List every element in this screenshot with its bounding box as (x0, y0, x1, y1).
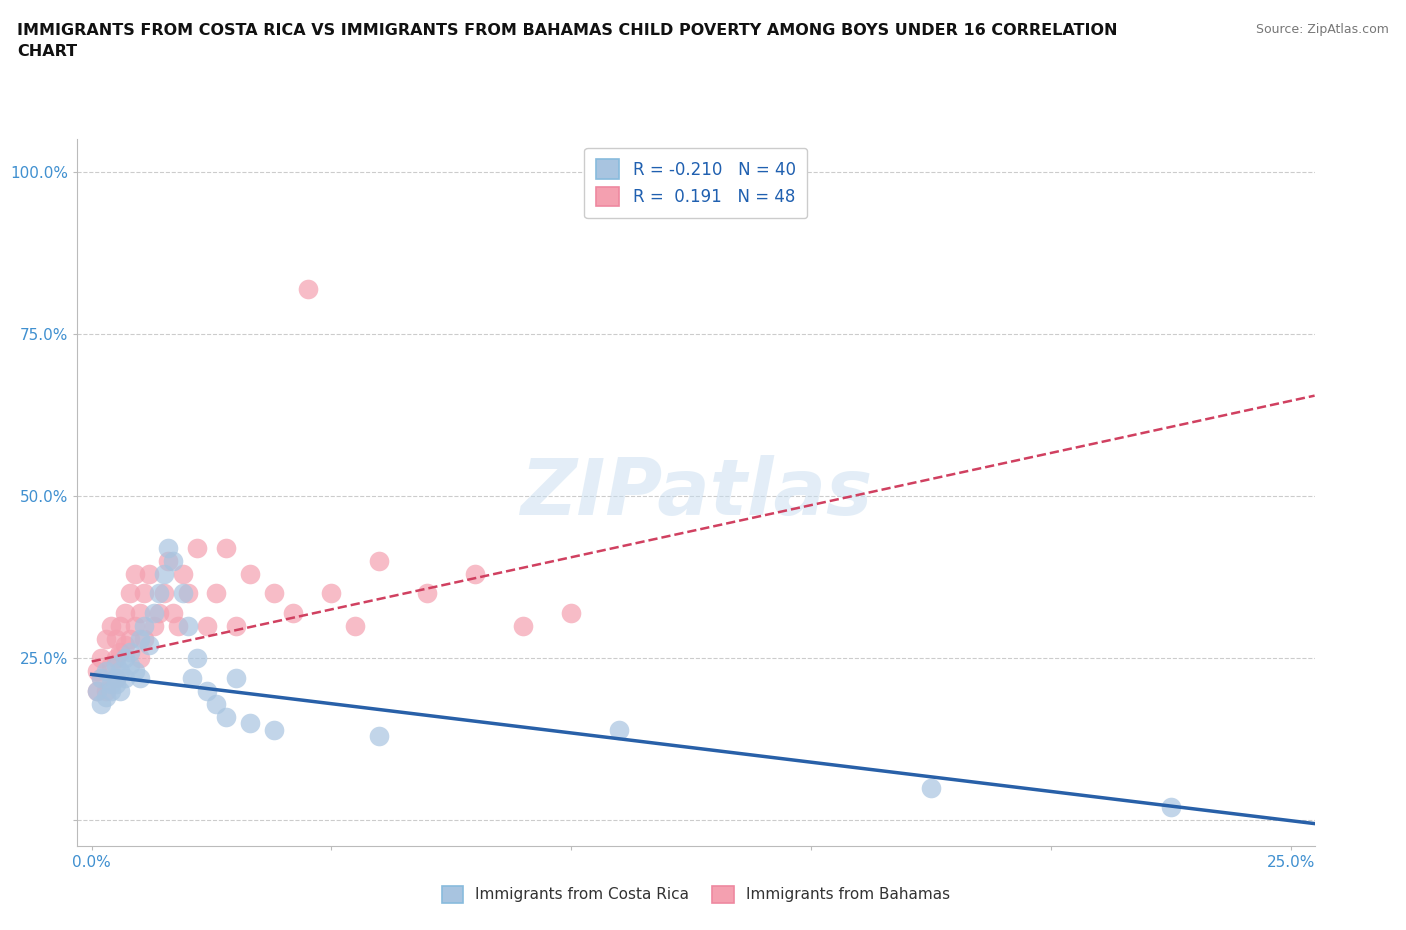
Point (94, 664, 117, 679)
Point (148, 586, 170, 601)
Point (344, 618, 367, 633)
Point (114, 651, 136, 666)
Point (176, 586, 198, 601)
Point (281, 605, 304, 620)
Point (162, 553, 184, 568)
Point (86, 684, 108, 698)
Point (94, 631, 117, 646)
Point (157, 553, 180, 568)
Point (239, 716, 262, 731)
Point (162, 605, 184, 620)
Legend: Immigrants from Costa Rica, Immigrants from Bahamas: Immigrants from Costa Rica, Immigrants f… (436, 880, 956, 910)
Point (195, 684, 218, 698)
Point (128, 671, 150, 685)
Point (110, 618, 132, 633)
Point (114, 638, 136, 653)
Point (148, 605, 170, 620)
Point (104, 677, 127, 692)
Point (152, 586, 174, 601)
Point (110, 664, 132, 679)
Point (215, 710, 238, 724)
Point (239, 566, 262, 581)
Point (321, 586, 343, 601)
Point (607, 722, 630, 737)
Point (143, 618, 166, 633)
Point (100, 658, 122, 672)
Point (920, 780, 942, 795)
Point (297, 281, 319, 296)
Point (172, 586, 194, 601)
Point (90, 671, 112, 685)
Point (104, 658, 127, 672)
Point (90, 651, 112, 666)
Point (464, 566, 486, 581)
Point (225, 618, 247, 633)
Point (128, 631, 150, 646)
Point (120, 631, 142, 646)
Point (512, 618, 534, 633)
Point (225, 671, 247, 685)
Point (100, 677, 122, 692)
Point (215, 540, 238, 555)
Point (263, 586, 285, 601)
Point (86, 664, 108, 679)
Point (368, 553, 391, 568)
Point (104, 671, 127, 685)
Point (128, 605, 150, 620)
Point (134, 631, 156, 646)
Point (186, 540, 208, 555)
Point (138, 566, 160, 581)
Point (368, 728, 391, 743)
Point (416, 586, 439, 601)
Point (124, 618, 146, 633)
Point (186, 651, 208, 666)
Point (157, 540, 180, 555)
Point (100, 618, 122, 633)
Point (181, 671, 204, 685)
Point (1160, 800, 1182, 815)
Point (90, 697, 112, 711)
Point (152, 566, 174, 581)
Point (94, 684, 117, 698)
Point (143, 605, 166, 620)
Point (114, 671, 136, 685)
Point (120, 586, 142, 601)
Point (90, 671, 112, 685)
Point (138, 638, 160, 653)
Point (205, 697, 228, 711)
Point (134, 586, 156, 601)
Point (110, 644, 132, 659)
Point (86, 684, 108, 698)
Point (124, 664, 146, 679)
Point (104, 651, 127, 666)
Point (560, 605, 582, 620)
Point (94, 690, 117, 705)
Point (120, 644, 142, 659)
Point (120, 658, 142, 672)
Point (134, 618, 156, 633)
Text: Source: ZipAtlas.com: Source: ZipAtlas.com (1256, 23, 1389, 36)
Point (114, 605, 136, 620)
Point (167, 618, 190, 633)
Point (176, 618, 198, 633)
Point (205, 586, 228, 601)
Point (263, 722, 285, 737)
Point (172, 566, 194, 581)
Text: IMMIGRANTS FROM COSTA RICA VS IMMIGRANTS FROM BAHAMAS CHILD POVERTY AMONG BOYS U: IMMIGRANTS FROM COSTA RICA VS IMMIGRANTS… (17, 23, 1118, 60)
Point (104, 631, 127, 646)
Point (124, 566, 146, 581)
Point (195, 618, 218, 633)
Text: ZIPatlas: ZIPatlas (520, 455, 872, 531)
Point (100, 684, 122, 698)
Point (110, 684, 132, 698)
Point (104, 671, 127, 685)
Point (128, 651, 150, 666)
